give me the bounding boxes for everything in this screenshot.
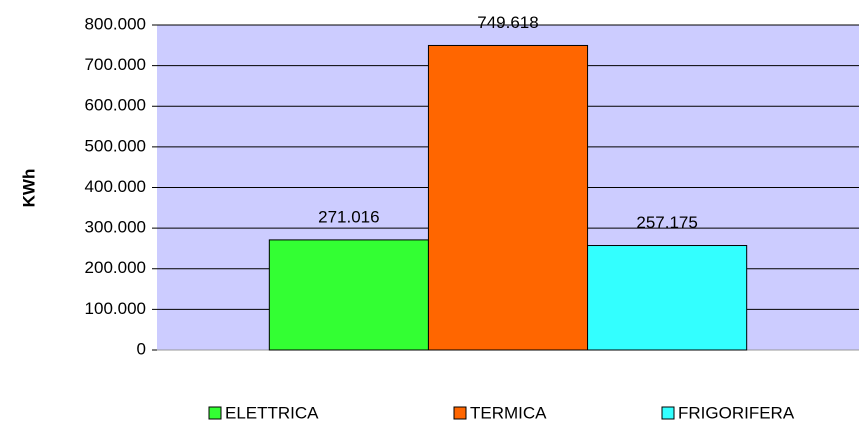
- y-tick-label: 700.000: [85, 55, 146, 74]
- y-tick-label: 500.000: [85, 136, 146, 155]
- legend-label: TERMICA: [470, 403, 547, 422]
- bar: [587, 245, 748, 351]
- y-tick-label: 200.000: [85, 258, 146, 277]
- legend-swatch: [453, 406, 467, 420]
- legend-label: FRIGORIFERA: [678, 403, 795, 422]
- y-tick-label: 400.000: [85, 177, 146, 196]
- data-label: 271.016: [318, 207, 379, 226]
- y-axis-label: KWh: [19, 169, 38, 208]
- bar: [427, 44, 589, 351]
- data-label: 749.618: [477, 13, 538, 32]
- legend-swatch: [208, 406, 222, 420]
- y-tick-label: 800.000: [85, 14, 146, 33]
- y-tick-label: 600.000: [85, 96, 146, 115]
- y-tick-label: 100.000: [85, 299, 146, 318]
- bar: [268, 239, 429, 351]
- y-tick-label: 300.000: [85, 218, 146, 237]
- legend-swatch: [661, 406, 675, 420]
- data-label: 257.175: [636, 213, 697, 232]
- y-tick-label: 0: [137, 339, 146, 358]
- legend-label: ELETTRICA: [225, 403, 319, 422]
